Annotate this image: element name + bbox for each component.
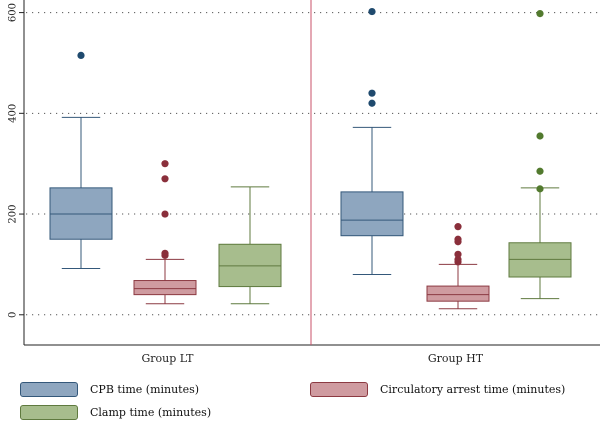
outlier-point xyxy=(161,175,169,183)
group-label-1: Group HT xyxy=(428,352,484,365)
legend-swatch-clamp xyxy=(20,404,78,420)
outlier-point xyxy=(368,7,376,16)
iqr-box xyxy=(426,285,490,302)
outlier-point xyxy=(536,167,544,175)
box-0-arrest xyxy=(133,160,197,305)
iqr-box xyxy=(49,187,113,240)
outlier-point xyxy=(368,89,376,97)
iqr-box xyxy=(133,280,197,296)
outlier-point xyxy=(454,223,462,231)
outlier-point xyxy=(368,99,376,107)
outlier-point xyxy=(77,51,85,60)
group-label-0: Group LT xyxy=(141,352,194,365)
legend-item-arrest: Circulatory arrest time (minutes) xyxy=(310,380,565,398)
outlier-point xyxy=(161,210,169,218)
iqr-box xyxy=(218,243,282,288)
group-labels: Group LT Group HT xyxy=(141,352,483,365)
outlier-point xyxy=(161,249,169,257)
boxplot-chart: 0 200 400 600 Group LT Group HT xyxy=(8,0,600,365)
outlier-point xyxy=(536,132,544,140)
outlier-point xyxy=(536,185,544,193)
legend-item-clamp: Clamp time (minutes) xyxy=(20,403,211,421)
legend: CPB time (minutes) Circulatory arrest ti… xyxy=(0,370,600,421)
legend-item-cpb: CPB time (minutes) xyxy=(20,380,199,398)
y-axis: 0 200 400 600 xyxy=(8,0,600,346)
legend-swatch-cpb xyxy=(20,381,78,397)
legend-swatch-arrest xyxy=(310,381,368,397)
outlier-point xyxy=(454,235,462,243)
outlier-point xyxy=(454,250,462,258)
y-tick-label-200: 200 xyxy=(8,205,19,224)
boxes xyxy=(49,7,572,310)
box-1-cpb xyxy=(340,7,404,275)
outlier-point xyxy=(536,9,544,18)
y-tick-label-0: 0 xyxy=(8,312,19,318)
outlier-point xyxy=(161,160,169,168)
box-1-arrest xyxy=(426,223,490,310)
outlier-point xyxy=(454,255,462,263)
box-0-clamp xyxy=(218,186,282,305)
y-tick-label-600: 600 xyxy=(8,3,19,22)
box-0-cpb xyxy=(49,51,113,269)
legend-label-cpb: CPB time (minutes) xyxy=(90,382,200,396)
iqr-box xyxy=(508,242,572,278)
iqr-box xyxy=(340,191,404,237)
legend-label-clamp: Clamp time (minutes) xyxy=(90,405,212,419)
y-tick-label-400: 400 xyxy=(8,104,19,123)
legend-label-arrest: Circulatory arrest time (minutes) xyxy=(380,382,566,396)
box-1-clamp xyxy=(508,9,572,300)
